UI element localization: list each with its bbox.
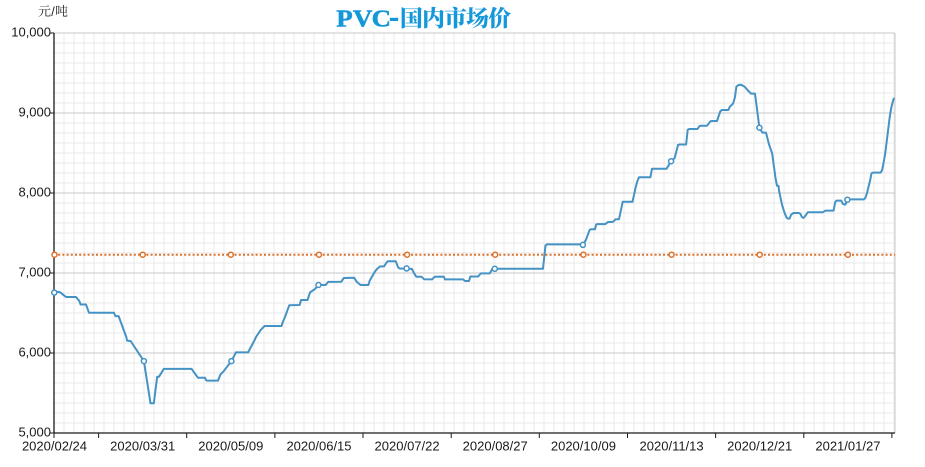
svg-text:P: P [336, 5, 352, 32]
svg-text:7,000: 7,000 [18, 265, 51, 280]
svg-text:2020/07/22: 2020/07/22 [375, 439, 440, 454]
svg-text:V: V [353, 5, 373, 32]
svg-text:5,000: 5,000 [18, 425, 51, 440]
svg-text:6,000: 6,000 [18, 345, 51, 360]
svg-text:/: / [51, 5, 55, 19]
svg-text:2020/02/24: 2020/02/24 [22, 439, 87, 454]
svg-text:9,000: 9,000 [18, 105, 51, 120]
svg-text:2020/05/09: 2020/05/09 [198, 439, 263, 454]
svg-text:2020/11/13: 2020/11/13 [640, 439, 704, 454]
svg-text:2020/03/31: 2020/03/31 [110, 439, 175, 454]
svg-text:2020/12/21: 2020/12/21 [727, 439, 792, 454]
svg-text:8,000: 8,000 [18, 185, 51, 200]
svg-text:2021/01/27: 2021/01/27 [815, 439, 880, 454]
svg-text:C: C [372, 5, 391, 32]
svg-text:2020/06/15: 2020/06/15 [286, 439, 351, 454]
svg-text:2020/10/09: 2020/10/09 [551, 439, 616, 454]
svg-text:10,000: 10,000 [11, 25, 51, 40]
svg-text:2020/08/27: 2020/08/27 [463, 439, 528, 454]
